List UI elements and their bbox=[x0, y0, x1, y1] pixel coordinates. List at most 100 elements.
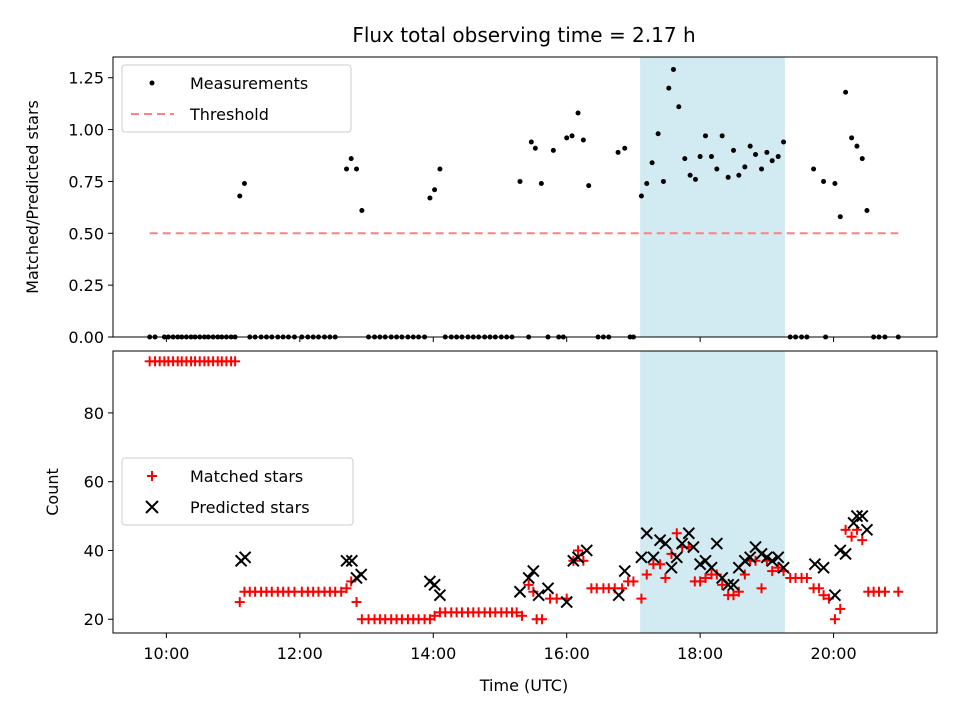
measurement-point bbox=[708, 154, 714, 160]
measurement-point bbox=[837, 214, 843, 220]
predicted-star-point bbox=[522, 571, 535, 585]
measurement-point bbox=[432, 187, 438, 193]
measurement-point bbox=[811, 166, 817, 172]
matched-star-point bbox=[636, 593, 647, 604]
matched-star-point bbox=[717, 579, 728, 590]
measurement-point bbox=[622, 145, 628, 151]
predicted-star-point bbox=[238, 551, 252, 564]
measurement-point bbox=[354, 166, 360, 172]
measurement-point bbox=[344, 166, 350, 172]
matched-star-point bbox=[801, 572, 812, 583]
top-panel: 0.00 0.25 0.50 0.75 1.00 1.25 Matched/Predict… bbox=[23, 56, 938, 347]
measurement-point bbox=[747, 143, 753, 149]
measurement-point bbox=[644, 181, 650, 187]
measurement-point bbox=[697, 154, 703, 160]
predicted-star-point bbox=[640, 527, 653, 540]
bottom-y-axis: 20 40 60 80 bbox=[84, 404, 113, 629]
measurement-point bbox=[714, 166, 720, 172]
measurement-point bbox=[638, 193, 644, 199]
predicted-star-point bbox=[808, 558, 822, 571]
bottom-y-label: Count bbox=[43, 468, 62, 516]
predicted-star-point bbox=[760, 551, 774, 564]
measurement-point bbox=[843, 89, 849, 95]
predicted-star-point bbox=[828, 588, 842, 602]
predicted-star-point bbox=[860, 523, 874, 537]
bottom-x-axis: 10:00 12:00 14:00 16:00 18:00 20:00 bbox=[143, 633, 857, 663]
bottom-x-tick-label: 10:00 bbox=[143, 644, 189, 663]
predicted-star-point bbox=[527, 564, 540, 578]
measurement-point bbox=[864, 207, 870, 213]
measurement-point bbox=[854, 143, 860, 149]
bottom-x-tick-label: 16:00 bbox=[544, 644, 590, 663]
matched-star-point bbox=[767, 566, 778, 577]
predicted-star-point bbox=[612, 588, 625, 602]
matched-star-point bbox=[711, 569, 722, 580]
predicted-star-point bbox=[571, 551, 585, 564]
predicted-star-point bbox=[693, 558, 707, 571]
matched-star-point bbox=[230, 356, 241, 367]
measurement-point bbox=[859, 156, 865, 162]
measurement-point bbox=[719, 133, 725, 139]
top-axes-frame bbox=[112, 56, 938, 338]
predicted-star-point bbox=[834, 544, 847, 557]
top-y-tick-label: 1.00 bbox=[68, 121, 104, 140]
predicted-star-point bbox=[635, 551, 648, 564]
measurement-point bbox=[764, 149, 770, 155]
bottom-x-tick-label: 18:00 bbox=[677, 644, 723, 663]
bottom-highlight-span bbox=[640, 351, 785, 633]
matched-star-point bbox=[523, 579, 534, 590]
predicted-star-point bbox=[755, 547, 768, 561]
predicted-star-point bbox=[513, 585, 527, 598]
matched-star-point bbox=[537, 614, 548, 625]
bottom-legend-box bbox=[121, 457, 354, 526]
bottom-x-tick-label: 20:00 bbox=[811, 644, 857, 663]
measurement-point bbox=[649, 160, 655, 166]
bottom-x-tick-label: 12:00 bbox=[277, 644, 323, 663]
measurement-point bbox=[821, 178, 827, 184]
matched-star-point bbox=[429, 610, 440, 621]
legend-matched-label: Matched stars bbox=[190, 467, 303, 486]
measurement-point bbox=[437, 166, 443, 172]
measurement-point bbox=[759, 166, 765, 172]
bottom-axes-frame bbox=[112, 350, 938, 634]
predicted-star-point bbox=[743, 551, 757, 564]
measurement-point bbox=[564, 135, 570, 141]
matched-star-point bbox=[893, 586, 904, 597]
top-y-tick-label: 0.00 bbox=[68, 328, 104, 347]
measurement-point bbox=[655, 131, 661, 137]
matched-star-point bbox=[516, 610, 527, 621]
matched-star-point bbox=[813, 583, 824, 594]
predicted-star-point bbox=[687, 540, 700, 554]
predicted-star-point bbox=[675, 537, 689, 550]
matched-star-point bbox=[840, 524, 851, 535]
measurement-point bbox=[237, 193, 243, 199]
predicted-star-point bbox=[727, 578, 740, 592]
measurement-point bbox=[241, 181, 247, 187]
matched-star-point bbox=[829, 614, 840, 625]
predicted-star-point bbox=[433, 588, 447, 602]
predicted-star-point bbox=[777, 561, 790, 574]
predicted-star-point bbox=[560, 595, 573, 609]
matched-star-point bbox=[671, 528, 682, 539]
matched-star-point bbox=[700, 572, 711, 583]
matched-star-point bbox=[818, 590, 829, 601]
matched-star-point bbox=[346, 576, 357, 587]
predicted-star-point bbox=[710, 537, 724, 550]
measurement-point bbox=[736, 172, 742, 178]
measurement-point bbox=[731, 147, 737, 153]
measurement-point bbox=[528, 139, 534, 145]
measurement-point bbox=[575, 110, 581, 116]
matched-star-point bbox=[628, 576, 639, 587]
measurement-point bbox=[687, 172, 693, 178]
predicted-star-point bbox=[647, 551, 660, 564]
matched-star-point bbox=[773, 562, 784, 573]
measurement-point bbox=[682, 156, 688, 162]
measurement-point bbox=[775, 154, 781, 160]
predicted-star-point bbox=[771, 551, 785, 564]
legend-measurements-marker bbox=[149, 80, 155, 86]
matched-star-point bbox=[578, 555, 589, 566]
bottom-x-label: Time (UTC) bbox=[479, 676, 568, 695]
predicted-star-point bbox=[618, 564, 631, 578]
matched-star-point bbox=[234, 597, 245, 608]
